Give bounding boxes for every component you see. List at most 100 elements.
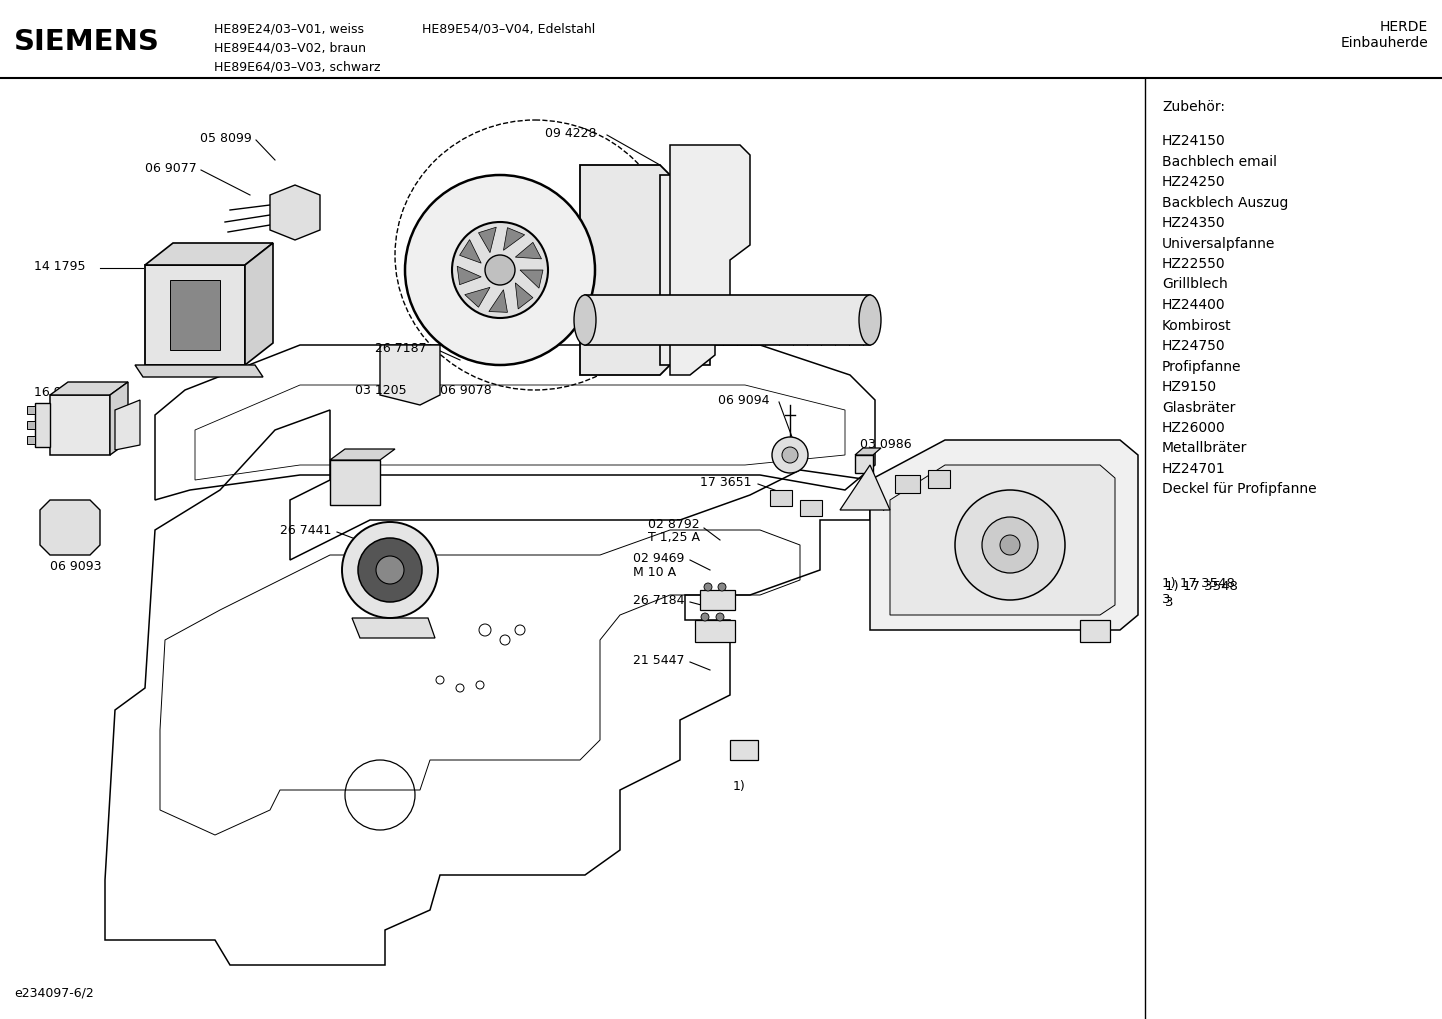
Circle shape [718,583,725,591]
Text: 03 1205: 03 1205 [355,383,407,396]
Text: 26 7441: 26 7441 [280,524,332,536]
Polygon shape [870,440,1138,630]
Circle shape [782,447,797,463]
Text: HZ24701: HZ24701 [1162,462,1226,476]
Ellipse shape [574,294,596,345]
Circle shape [451,222,548,318]
Text: Deckel für Profipfanne: Deckel für Profipfanne [1162,483,1317,496]
Bar [929,470,950,488]
Circle shape [999,535,1019,555]
Polygon shape [671,145,750,375]
Polygon shape [146,243,273,265]
Text: HZ24250: HZ24250 [1162,175,1226,189]
Text: 16 9265: 16 9265 [35,386,85,399]
Polygon shape [381,345,440,405]
Text: 1): 1) [875,500,888,513]
Bar [855,455,872,473]
Text: 1): 1) [733,780,746,793]
Polygon shape [479,227,496,253]
Polygon shape [660,175,720,365]
Text: HZ24750: HZ24750 [1162,339,1226,353]
Text: 09 4101: 09 4101 [735,299,786,312]
Text: 06 9077: 06 9077 [146,161,196,174]
Text: HE89E64/03–V03, schwarz: HE89E64/03–V03, schwarz [213,60,381,73]
Text: 06 9094: 06 9094 [718,393,770,407]
Text: SIEMENS: SIEMENS [14,28,160,56]
Polygon shape [489,289,508,313]
Polygon shape [110,382,128,455]
Polygon shape [580,165,681,375]
Polygon shape [136,365,262,377]
Circle shape [982,517,1038,573]
Text: 03 0986: 03 0986 [859,438,911,451]
Polygon shape [50,382,128,395]
Text: HZ24350: HZ24350 [1162,216,1226,230]
Polygon shape [457,266,482,284]
Polygon shape [50,395,110,455]
Text: Universalpfanne: Universalpfanne [1162,236,1275,251]
Text: e234097-6/2: e234097-6/2 [14,986,94,1000]
Polygon shape [35,403,50,447]
Circle shape [704,583,712,591]
Text: T 1,25 A: T 1,25 A [647,532,699,544]
Bar [585,294,870,345]
Text: HZ9150: HZ9150 [1162,380,1217,394]
Ellipse shape [859,294,881,345]
Text: 06 9078: 06 9078 [440,383,492,396]
Text: 09 4228: 09 4228 [545,126,597,140]
Text: 06 9093: 06 9093 [50,559,101,573]
Text: 02 9469: 02 9469 [633,551,685,565]
Text: 26 7184: 26 7184 [633,593,685,606]
Text: HZ24400: HZ24400 [1162,298,1226,312]
Polygon shape [503,227,525,251]
Bar [330,460,381,505]
Polygon shape [245,243,273,365]
Text: M 10 A: M 10 A [633,566,676,579]
Text: 14 1795: 14 1795 [35,260,85,272]
Text: 1) 17 3548: 1) 17 3548 [1165,580,1237,593]
Bar [730,740,758,760]
Bar [27,436,35,444]
Circle shape [405,175,596,365]
Polygon shape [330,449,395,460]
Polygon shape [146,265,245,365]
Text: 1): 1) [1084,625,1097,638]
Text: HERDE: HERDE [1380,20,1428,34]
Text: HZ22550: HZ22550 [1162,257,1226,271]
Polygon shape [464,287,490,308]
Bar [27,421,35,429]
Bar [1080,620,1110,642]
Polygon shape [841,465,890,510]
Text: Bachblech email: Bachblech email [1162,155,1278,168]
Polygon shape [270,185,320,240]
Polygon shape [460,239,482,263]
Polygon shape [521,270,544,288]
Polygon shape [515,283,534,309]
Text: Profipfanne: Profipfanne [1162,360,1242,374]
Text: 21 5447: 21 5447 [633,653,685,666]
Text: 26 7187: 26 7187 [375,341,427,355]
Circle shape [717,613,724,621]
Text: HE89E54/03–V04, Edelstahl: HE89E54/03–V04, Edelstahl [423,22,596,35]
Polygon shape [890,465,1115,615]
Polygon shape [855,448,881,455]
Text: 3: 3 [1162,593,1171,606]
Bar [170,280,221,350]
Text: Grillblech: Grillblech [1162,277,1227,291]
Polygon shape [115,400,140,450]
Text: 3: 3 [1165,596,1174,609]
Polygon shape [352,618,435,638]
Polygon shape [40,500,99,555]
Text: HE89E24/03–V01, weiss: HE89E24/03–V01, weiss [213,22,363,35]
Polygon shape [515,243,542,259]
Text: Kombirost: Kombirost [1162,319,1231,332]
Bar [699,590,735,610]
Bar [27,406,35,414]
Text: Zubehör:: Zubehör: [1162,100,1226,114]
Text: 02 8792: 02 8792 [647,518,699,531]
Text: 1) 17 3548: 1) 17 3548 [1162,577,1234,590]
Text: 05 8099: 05 8099 [200,131,252,145]
Text: Metallbräter: Metallbräter [1162,441,1247,455]
Text: Backblech Auszug: Backblech Auszug [1162,196,1288,210]
Bar [895,475,920,493]
